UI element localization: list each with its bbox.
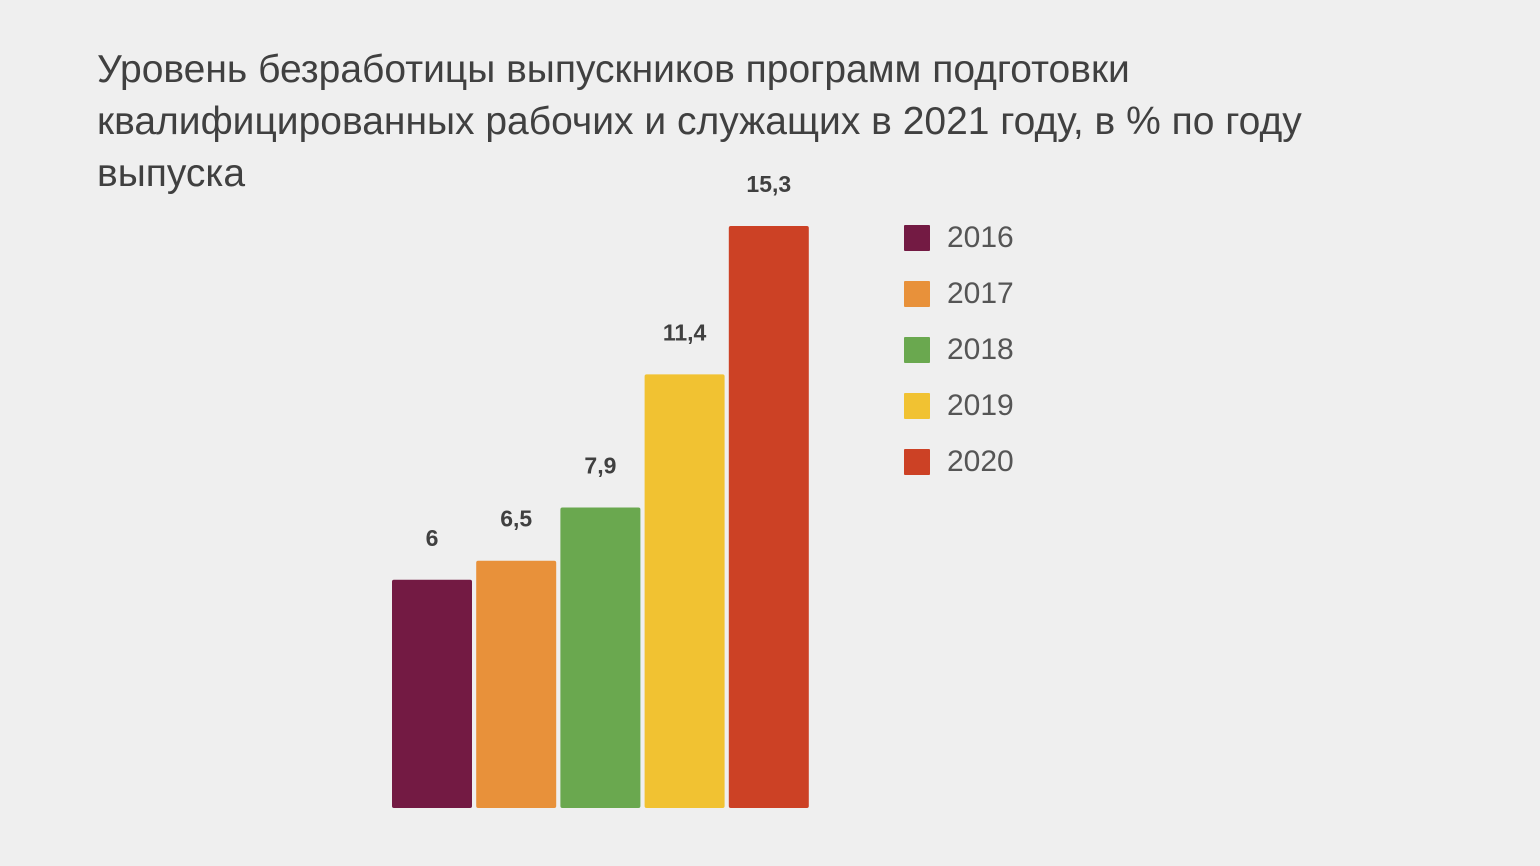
bar-2016 — [392, 579, 472, 808]
legend-item-2020: 2020 — [904, 434, 1014, 490]
bar-2019 — [644, 374, 725, 808]
legend-item-2019: 2019 — [904, 378, 1014, 434]
legend-label: 2020 — [947, 445, 1014, 478]
legend-item-2016: 2016 — [904, 210, 1014, 266]
legend-swatch — [904, 449, 930, 475]
chart-title: Уровень безработицы выпускников программ… — [97, 48, 1302, 195]
chart-legend: 2016 2017 2018 2019 2020 — [904, 210, 1014, 490]
legend-swatch — [904, 393, 930, 419]
bar-2020 — [728, 226, 809, 808]
legend-item-2018: 2018 — [904, 322, 1014, 378]
legend-item-2017: 2017 — [904, 266, 1014, 322]
legend-label: 2019 — [947, 389, 1014, 422]
bar-2018 — [560, 507, 641, 808]
legend-label: 2017 — [947, 277, 1014, 310]
legend-swatch — [904, 281, 930, 307]
data-label-2018: 7,9 — [584, 452, 616, 478]
bar-2017 — [476, 560, 557, 808]
legend-swatch — [904, 225, 930, 251]
data-label-2016: 6 — [426, 525, 439, 551]
data-label-2017: 6,5 — [500, 506, 532, 532]
data-label-2019: 11,4 — [663, 319, 707, 345]
legend-swatch — [904, 337, 930, 363]
legend-label: 2016 — [947, 221, 1014, 254]
data-label-2020: 15,3 — [746, 171, 791, 197]
legend-label: 2018 — [947, 333, 1014, 366]
